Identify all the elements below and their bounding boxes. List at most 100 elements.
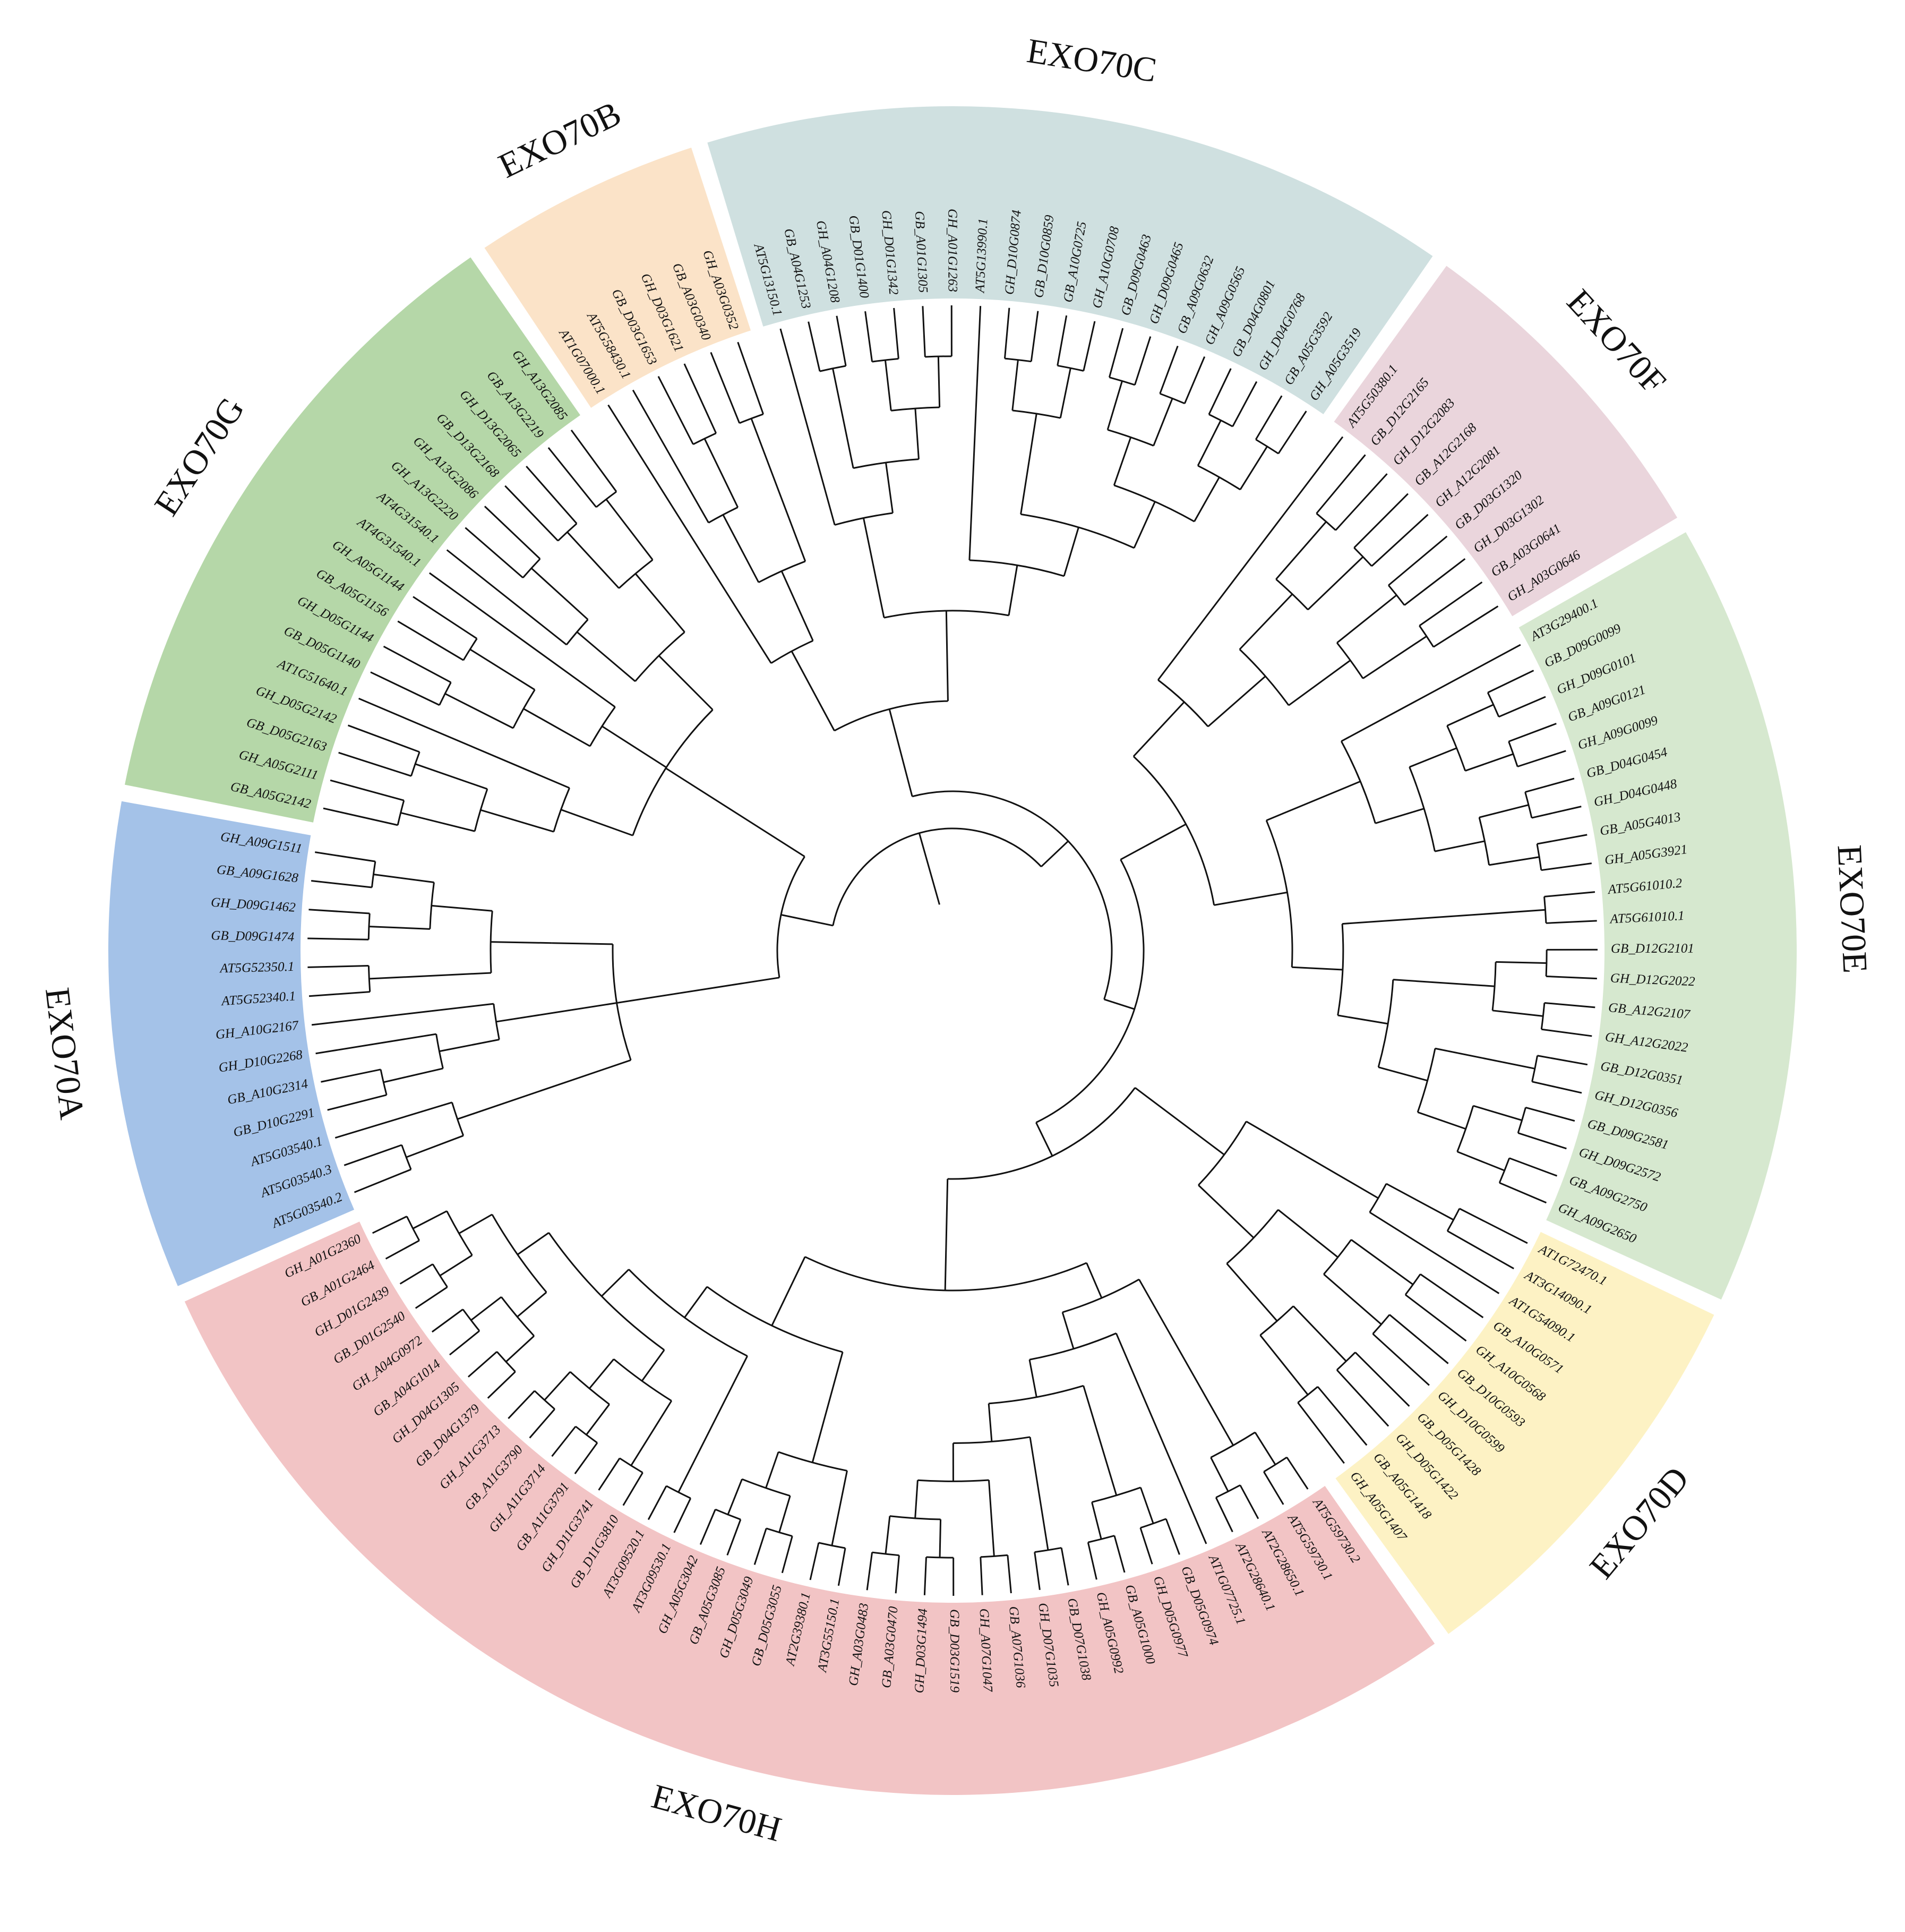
tree-branch — [505, 1335, 535, 1363]
tree-branch — [1292, 966, 1343, 971]
tree-branch — [1008, 565, 1018, 616]
tree-branch — [665, 767, 805, 858]
tree-branch — [641, 1349, 665, 1382]
tree-branch — [1197, 465, 1241, 491]
tree-branch — [551, 1426, 577, 1457]
tree-branch — [1487, 692, 1500, 717]
tree-branch — [914, 1480, 919, 1519]
tree-branch — [809, 1542, 820, 1580]
tree-branch — [1341, 644, 1521, 742]
tree-branch — [1447, 1230, 1514, 1270]
tree-branch — [397, 620, 464, 661]
tree-branch — [439, 1254, 473, 1277]
tree-branch — [512, 689, 536, 729]
tree-branch — [1286, 1457, 1309, 1490]
tree-branch — [1457, 1151, 1505, 1172]
tree-branch — [508, 1390, 535, 1420]
tree-branch — [1003, 307, 1010, 359]
tree-branch — [1266, 781, 1361, 822]
tree-branch — [1508, 741, 1518, 767]
clade-band-exo70g — [124, 257, 580, 823]
tree-branch — [431, 904, 493, 912]
tree-branch — [529, 1408, 555, 1439]
tree-branch — [836, 315, 847, 366]
tree-branch — [415, 763, 488, 790]
tree-branch — [383, 645, 451, 683]
tree-branch — [831, 1471, 848, 1546]
tree-branch — [1011, 360, 1019, 411]
tree-branch — [1087, 1535, 1115, 1543]
tree-branch — [1134, 1087, 1225, 1156]
tree-branch — [1215, 1484, 1241, 1499]
tree-branch — [1378, 1066, 1428, 1082]
clade-band-exo70a — [108, 801, 355, 1286]
tree-branch — [444, 693, 514, 729]
tree-branch — [862, 518, 885, 618]
tree-branch — [885, 462, 894, 514]
tree-branch — [703, 438, 739, 508]
tree-branch — [1492, 1010, 1543, 1017]
tree-branch — [1354, 1352, 1410, 1407]
tree-branch — [1353, 547, 1372, 567]
tree-branch — [1183, 356, 1206, 404]
leaf-label: GB_D03G1519 — [947, 1609, 962, 1692]
tree-branch — [1113, 437, 1132, 486]
tree-branches — [307, 305, 1598, 1596]
tree-branch — [1375, 808, 1425, 824]
tree-branch — [330, 779, 405, 801]
tree-branch — [1353, 493, 1409, 549]
tree-branch — [1104, 998, 1135, 1010]
tree-branch — [523, 708, 591, 747]
tree-branch — [684, 1286, 708, 1318]
tree-branch — [368, 926, 430, 930]
clade-label-exo70g: EXO70G — [147, 390, 252, 523]
tree-branch — [1544, 891, 1595, 897]
tree-branch — [677, 1355, 748, 1493]
tree-branch — [406, 1216, 420, 1241]
tree-branch — [575, 1425, 598, 1444]
tree-branch — [1525, 1106, 1575, 1122]
tree-branch — [1113, 1535, 1126, 1573]
tree-branch — [1456, 1105, 1474, 1152]
tree-branch — [530, 567, 589, 620]
tree-branch — [1239, 593, 1293, 650]
tree-branch — [1317, 1386, 1368, 1446]
tree-branch — [722, 514, 760, 583]
tree-branch — [1496, 961, 1547, 964]
tree-branch — [737, 341, 764, 415]
tree-branch — [1316, 512, 1336, 531]
tree-branch — [1417, 1111, 1466, 1130]
tree-branch — [771, 1256, 806, 1326]
tree-branch — [657, 375, 694, 445]
tree-branch — [1132, 701, 1185, 757]
clade-label-exo70b: EXO70B — [493, 94, 627, 186]
tree-branch — [602, 725, 667, 768]
tree-branch — [1035, 859, 1145, 1124]
tree-branch — [1059, 367, 1071, 418]
tree-branch — [647, 1485, 667, 1520]
tree-branch — [750, 418, 806, 562]
tree-branch — [811, 1352, 844, 1463]
tree-branch — [613, 1358, 672, 1402]
clade-label-exo70a: EXO70A — [38, 986, 91, 1122]
tree-branch — [1337, 1014, 1388, 1025]
tree-branch — [1139, 1527, 1153, 1565]
tree-branch — [1545, 950, 1548, 977]
tree-branch — [864, 311, 873, 362]
tree-branch — [496, 1351, 516, 1372]
tree-branch — [315, 1033, 436, 1055]
tree-branch — [1517, 750, 1566, 767]
tree-branch — [446, 549, 567, 646]
tree-branch — [1214, 891, 1288, 906]
tree-branch — [1541, 1028, 1592, 1037]
tree-branch — [1446, 725, 1466, 771]
tree-branch — [1499, 1182, 1547, 1204]
tree-branch — [1369, 1211, 1500, 1294]
tree-branch — [500, 1296, 535, 1337]
tree-branch — [439, 682, 452, 706]
tree-branch — [632, 389, 709, 524]
leaf-label: AT5G61010.1 — [1609, 909, 1685, 927]
tree-branch — [945, 611, 949, 702]
tree-branch — [311, 880, 372, 888]
tree-branch — [778, 1451, 847, 1472]
